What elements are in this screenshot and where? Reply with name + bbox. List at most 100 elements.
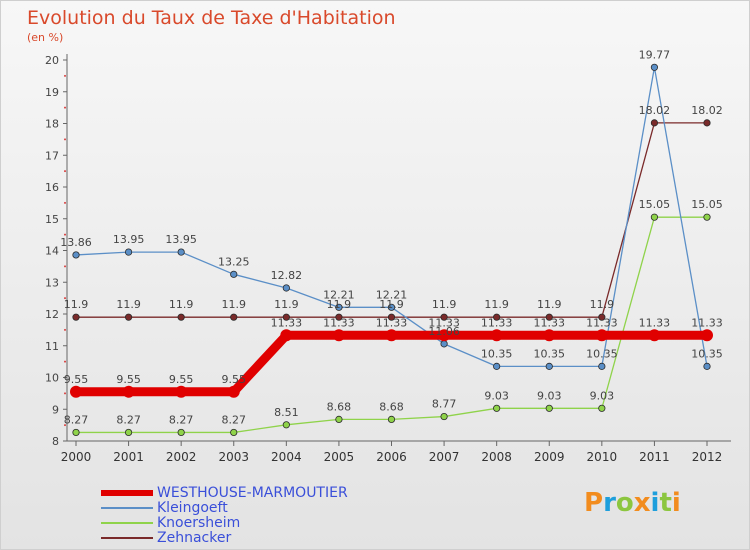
legend-label-kleingoeft: Kleingoeft <box>157 500 228 516</box>
data-label: 13.25 <box>218 255 250 268</box>
y-tick-label: 9 <box>52 403 59 416</box>
data-label: 11.33 <box>534 316 566 329</box>
data-point <box>385 329 398 342</box>
y-minor-tick <box>64 138 66 141</box>
data-label: 8.68 <box>379 400 404 413</box>
data-point <box>648 329 661 342</box>
data-point <box>282 421 290 429</box>
data-label: 10.35 <box>481 347 513 360</box>
data-point <box>280 329 293 342</box>
y-minor-tick <box>64 201 66 204</box>
data-label: 8.27 <box>222 413 247 426</box>
data-point <box>493 404 501 412</box>
y-tick-label: 8 <box>52 435 59 448</box>
logo-letter: o <box>615 488 634 518</box>
data-point <box>70 385 82 398</box>
data-point <box>387 303 396 311</box>
data-point <box>703 213 711 221</box>
y-tick-label: 15 <box>45 213 59 226</box>
data-point <box>335 415 343 424</box>
data-label: 15.05 <box>639 198 671 211</box>
legend-item-zehnacker: Zehnacker <box>101 530 431 547</box>
x-tick-label: 2011 <box>639 450 670 464</box>
data-point <box>440 313 448 321</box>
data-point <box>595 329 608 342</box>
data-label: 11.33 <box>481 316 513 329</box>
data-label: 8.27 <box>116 413 141 426</box>
y-minor-tick <box>64 74 66 77</box>
data-label: 11.33 <box>586 316 618 329</box>
data-label: 11.9 <box>432 298 457 311</box>
data-point <box>177 313 185 321</box>
x-tick-label: 2005 <box>324 450 355 464</box>
data-label: 8.77 <box>432 398 457 411</box>
data-label: 12.21 <box>376 288 408 301</box>
logo-letter: x <box>633 488 651 518</box>
data-point <box>332 329 345 342</box>
y-tick-label: 20 <box>45 54 59 67</box>
data-label: 11.33 <box>428 316 460 329</box>
data-point <box>72 251 80 259</box>
chart-title: Evolution du Taux de Taxe d'Habitation <box>27 7 396 29</box>
data-point <box>650 63 659 71</box>
legend-item-knoersheim: Knoersheim <box>101 515 431 532</box>
data-label: 11.9 <box>379 298 404 311</box>
data-point <box>230 313 238 321</box>
data-point <box>387 415 396 424</box>
y-tick-label: 16 <box>45 181 59 194</box>
data-label: 8.27 <box>64 413 89 426</box>
data-point <box>545 362 553 370</box>
logo-letter: i <box>650 488 660 518</box>
legend-label-zehnacker: Zehnacker <box>157 530 232 546</box>
data-point <box>282 313 290 321</box>
data-point <box>335 303 343 311</box>
data-point <box>438 329 451 342</box>
data-label: 11.33 <box>271 316 303 329</box>
y-minor-tick <box>64 233 66 236</box>
data-label: 9.55 <box>169 373 194 386</box>
data-label: 11.9 <box>327 298 352 311</box>
legend-label-westhouse: WESTHOUSE-MARMOUTIER <box>157 485 348 501</box>
y-minor-tick <box>64 328 66 331</box>
logo-letter: i <box>671 488 681 518</box>
data-point <box>703 119 711 127</box>
data-label: 15.05 <box>691 198 723 211</box>
x-tick-label: 2002 <box>166 450 197 464</box>
data-label: 9.03 <box>484 389 509 402</box>
data-point <box>493 362 501 370</box>
data-label: 10.35 <box>691 347 723 360</box>
data-label: 9.55 <box>116 373 141 386</box>
data-point <box>440 340 448 348</box>
data-point <box>598 362 606 370</box>
y-minor-tick <box>64 297 66 300</box>
data-point <box>701 329 713 342</box>
data-point <box>650 213 659 221</box>
x-tick-label: 2001 <box>113 450 144 464</box>
data-label: 11.9 <box>484 298 509 311</box>
data-label: 11.33 <box>376 316 408 329</box>
logo-letter: P <box>584 488 604 518</box>
data-label: 11.33 <box>691 316 723 329</box>
data-point <box>124 428 133 437</box>
data-point <box>440 412 448 421</box>
y-tick-label: 18 <box>45 118 59 131</box>
legend-swatch-westhouse <box>101 490 153 496</box>
legend-swatch-knoersheim <box>101 522 153 524</box>
data-label: 9.03 <box>590 389 615 402</box>
data-label: 11.33 <box>639 316 671 329</box>
data-label: 10.35 <box>586 347 618 360</box>
data-point <box>598 313 606 321</box>
data-label: 18.02 <box>639 104 671 117</box>
data-label: 11.9 <box>64 298 89 311</box>
data-point <box>227 385 240 398</box>
x-tick-label: 2003 <box>218 450 249 464</box>
y-tick-label: 19 <box>45 86 59 99</box>
data-label: 11.9 <box>590 298 615 311</box>
data-point <box>72 428 80 437</box>
data-label: 13.95 <box>165 233 197 246</box>
y-tick-label: 10 <box>45 372 59 385</box>
data-label: 9.03 <box>537 389 562 402</box>
x-tick-label: 2012 <box>692 450 723 464</box>
legend-item-westhouse: WESTHOUSE-MARMOUTIER <box>101 485 431 502</box>
